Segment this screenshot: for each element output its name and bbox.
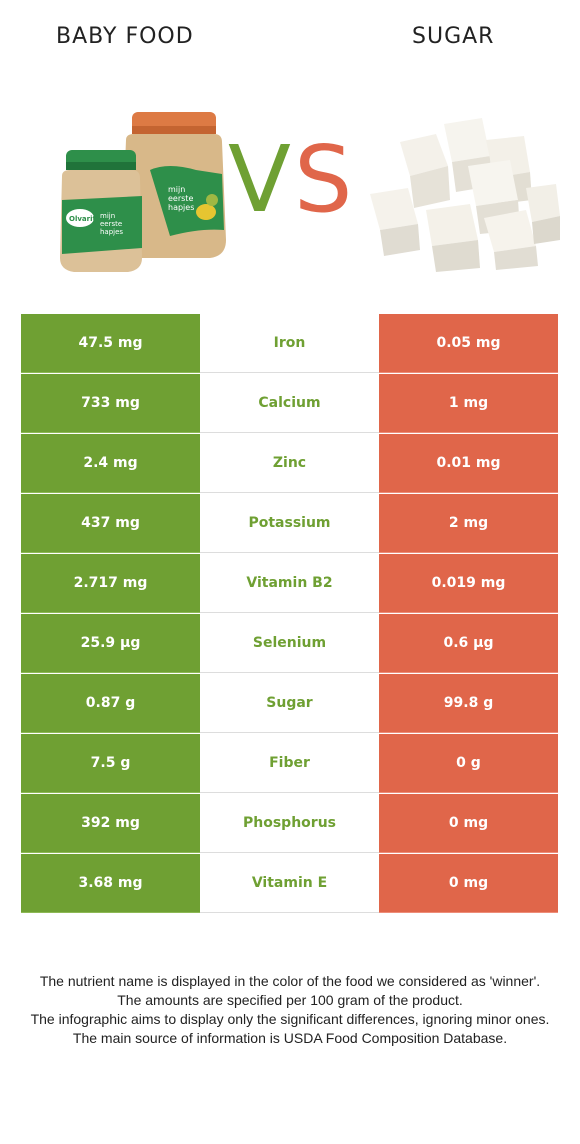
jar-label-text: mijn: [168, 185, 185, 194]
right-value: 1 mg: [379, 374, 558, 433]
table-row: 2.717 mg Vitamin B2 0.019 mg: [21, 554, 558, 614]
jar-label-text: eerste: [100, 220, 122, 228]
nutrient-name: Fiber: [200, 734, 379, 793]
table-row: 392 mg Phosphorus 0 mg: [21, 794, 558, 854]
left-value: 3.68 mg: [21, 854, 200, 913]
versus-v: V: [228, 126, 291, 233]
nutrient-name: Vitamin B2: [200, 554, 379, 613]
right-value: 0 g: [379, 734, 558, 793]
nutrient-name: Calcium: [200, 374, 379, 433]
versus-s: S: [294, 126, 353, 233]
nutrient-name: Phosphorus: [200, 794, 379, 853]
right-value: 0.6 µg: [379, 614, 558, 673]
right-value: 0 mg: [379, 854, 558, 913]
left-value: 25.9 µg: [21, 614, 200, 673]
jar-label-text: eerste: [168, 194, 193, 203]
right-value: 99.8 g: [379, 674, 558, 733]
nutrient-name: Selenium: [200, 614, 379, 673]
right-value: 0.01 mg: [379, 434, 558, 493]
right-value: 0.019 mg: [379, 554, 558, 613]
left-value: 733 mg: [21, 374, 200, 433]
left-value: 2.717 mg: [21, 554, 200, 613]
hero-illustrations: mijn eerste hapjes Olvarit mijn eerste h…: [60, 112, 560, 272]
table-row: 437 mg Potassium 2 mg: [21, 494, 558, 554]
table-row: 3.68 mg Vitamin E 0 mg: [21, 854, 558, 914]
nutrient-name: Zinc: [200, 434, 379, 493]
table-row: 0.87 g Sugar 99.8 g: [21, 674, 558, 734]
table-row: 47.5 mg Iron 0.05 mg: [21, 314, 558, 374]
nutrient-name: Vitamin E: [200, 854, 379, 913]
footer-note: The nutrient name is displayed in the co…: [39, 973, 541, 989]
right-value: 0.05 mg: [379, 314, 558, 373]
footer-note: The infographic aims to display only the…: [30, 1011, 550, 1027]
footer-notes: The nutrient name is displayed in the co…: [20, 972, 560, 1048]
left-value: 47.5 mg: [21, 314, 200, 373]
footer-note: The main source of information is USDA F…: [72, 1030, 508, 1046]
right-food-title: SUGAR: [412, 24, 495, 49]
table-row: 2.4 mg Zinc 0.01 mg: [21, 434, 558, 494]
table-row: 733 mg Calcium 1 mg: [21, 374, 558, 434]
right-value: 0 mg: [379, 794, 558, 853]
baby-food-jars-image: mijn eerste hapjes Olvarit mijn eerste h…: [60, 112, 226, 272]
left-food-title: BABY FOOD: [56, 24, 194, 49]
table-row: 7.5 g Fiber 0 g: [21, 734, 558, 794]
jar-label-text: hapjes: [100, 228, 123, 236]
jar-label-text: mijn: [100, 212, 115, 220]
jar-label-text: hapjes: [168, 203, 194, 212]
nutrient-name: Sugar: [200, 674, 379, 733]
left-value: 392 mg: [21, 794, 200, 853]
left-value: 2.4 mg: [21, 434, 200, 493]
table-row: 25.9 µg Selenium 0.6 µg: [21, 614, 558, 674]
nutrient-name: Iron: [200, 314, 379, 373]
jar-brand-text: Olvarit: [69, 215, 96, 223]
comparison-table: 47.5 mg Iron 0.05 mg 733 mg Calcium 1 mg…: [21, 314, 558, 914]
footer-note: The amounts are specified per 100 gram o…: [117, 992, 463, 1008]
left-value: 437 mg: [21, 494, 200, 553]
sugar-cubes-image: [370, 118, 560, 272]
nutrient-name: Potassium: [200, 494, 379, 553]
left-value: 7.5 g: [21, 734, 200, 793]
versus-label: V S: [228, 130, 358, 230]
right-value: 2 mg: [379, 494, 558, 553]
left-value: 0.87 g: [21, 674, 200, 733]
